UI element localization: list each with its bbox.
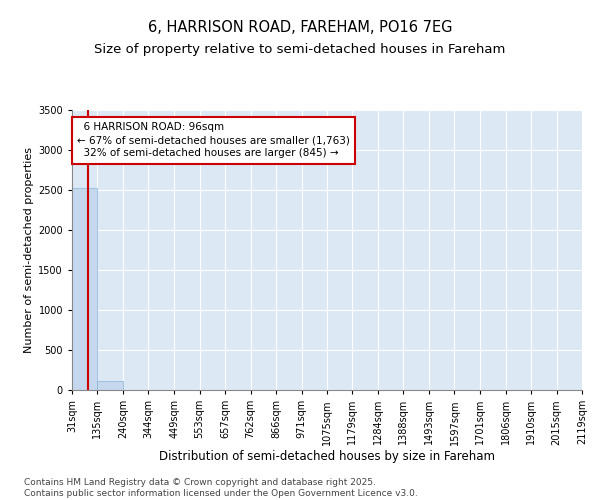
Text: Contains HM Land Registry data © Crown copyright and database right 2025.
Contai: Contains HM Land Registry data © Crown c… [24, 478, 418, 498]
X-axis label: Distribution of semi-detached houses by size in Fareham: Distribution of semi-detached houses by … [159, 450, 495, 463]
Bar [72, 188, 97, 390]
Bar [97, 381, 123, 390]
Text: Size of property relative to semi-detached houses in Fareham: Size of property relative to semi-detach… [94, 42, 506, 56]
Text: 6 HARRISON ROAD: 96sqm
← 67% of semi-detached houses are smaller (1,763)
  32% o: 6 HARRISON ROAD: 96sqm ← 67% of semi-det… [77, 122, 350, 158]
Text: 6, HARRISON ROAD, FAREHAM, PO16 7EG: 6, HARRISON ROAD, FAREHAM, PO16 7EG [148, 20, 452, 35]
Y-axis label: Number of semi-detached properties: Number of semi-detached properties [24, 147, 34, 353]
